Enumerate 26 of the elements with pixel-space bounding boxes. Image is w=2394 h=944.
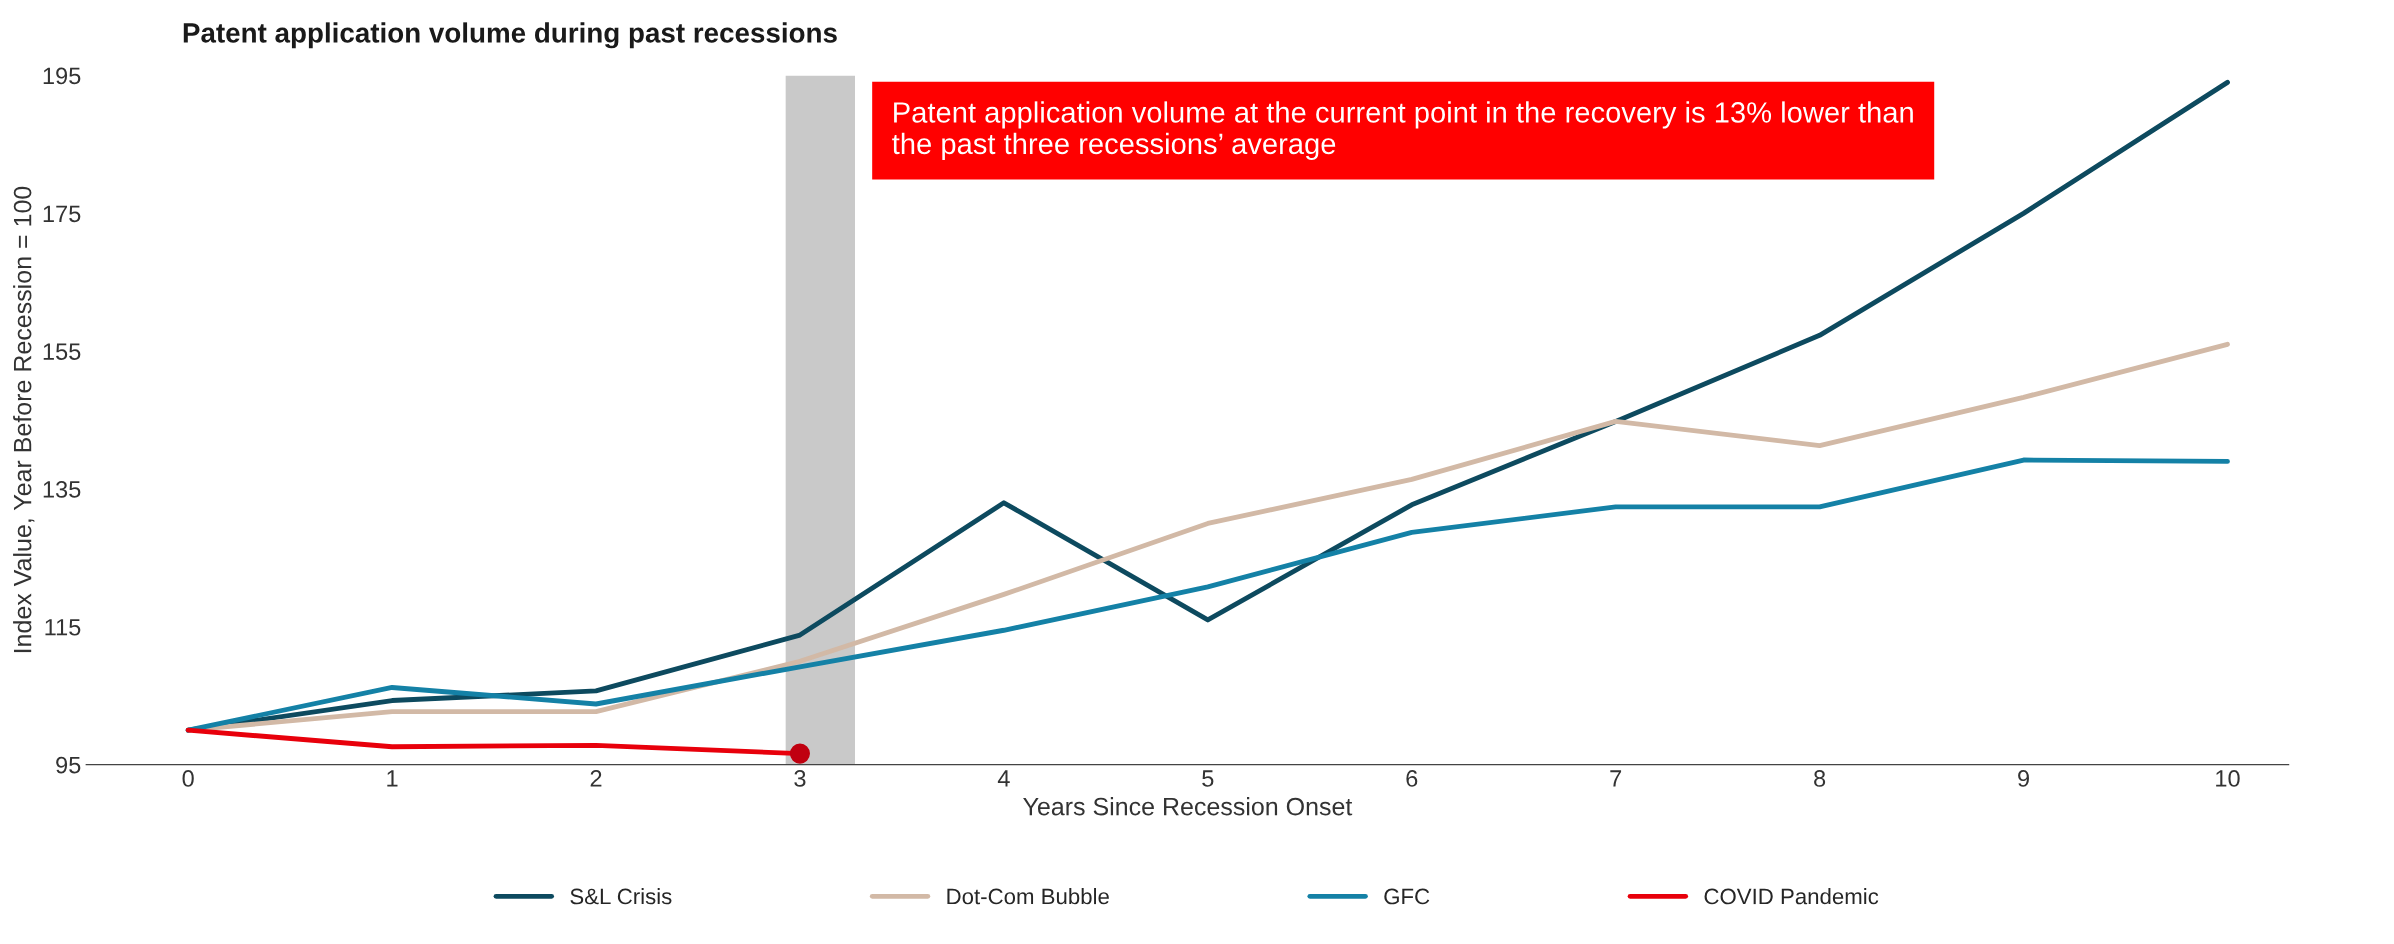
y-tick-label: 95 bbox=[56, 756, 81, 774]
x-tick-label: 1 bbox=[387, 770, 398, 787]
legend-label: COVID Pandemic bbox=[1704, 888, 1879, 905]
y-tick-label: 135 bbox=[43, 481, 81, 498]
legend-label: Dot-Com Bubble bbox=[947, 888, 1109, 905]
y-axis-title: Index Value, Year Before Recession = 100 bbox=[13, 186, 35, 653]
x-tick-label: 3 bbox=[794, 770, 806, 787]
y-tick-label: 195 bbox=[43, 67, 81, 85]
y-tick-label: 115 bbox=[45, 619, 81, 636]
x-tick-label: 6 bbox=[1406, 770, 1418, 787]
x-tick-label: 2 bbox=[590, 770, 602, 787]
x-tick-label: 7 bbox=[1610, 770, 1622, 787]
x-tick-label: 9 bbox=[2018, 770, 2029, 787]
x-tick-label: 5 bbox=[1202, 770, 1214, 787]
line-series bbox=[185, 457, 2230, 733]
y-tick-label: 175 bbox=[43, 205, 81, 223]
legend-label: GFC bbox=[1384, 888, 1430, 905]
chart-title: Patent application volume during past recessions bbox=[183, 22, 837, 49]
x-tick-label: 4 bbox=[997, 770, 1010, 787]
x-axis-title: Years Since Recession Onset bbox=[1023, 797, 1353, 816]
x-tick-label: 8 bbox=[1814, 770, 1826, 787]
x-tick-label: 10 bbox=[2216, 770, 2240, 787]
annotation: Patent application volume at the current point in the recovery is 13% lower than the past three recessions’ average bbox=[892, 101, 1913, 160]
y-tick-label: 155 bbox=[43, 343, 81, 360]
x-tick-label: 0 bbox=[182, 770, 194, 787]
legend-label: S&L Crisis bbox=[570, 888, 672, 905]
